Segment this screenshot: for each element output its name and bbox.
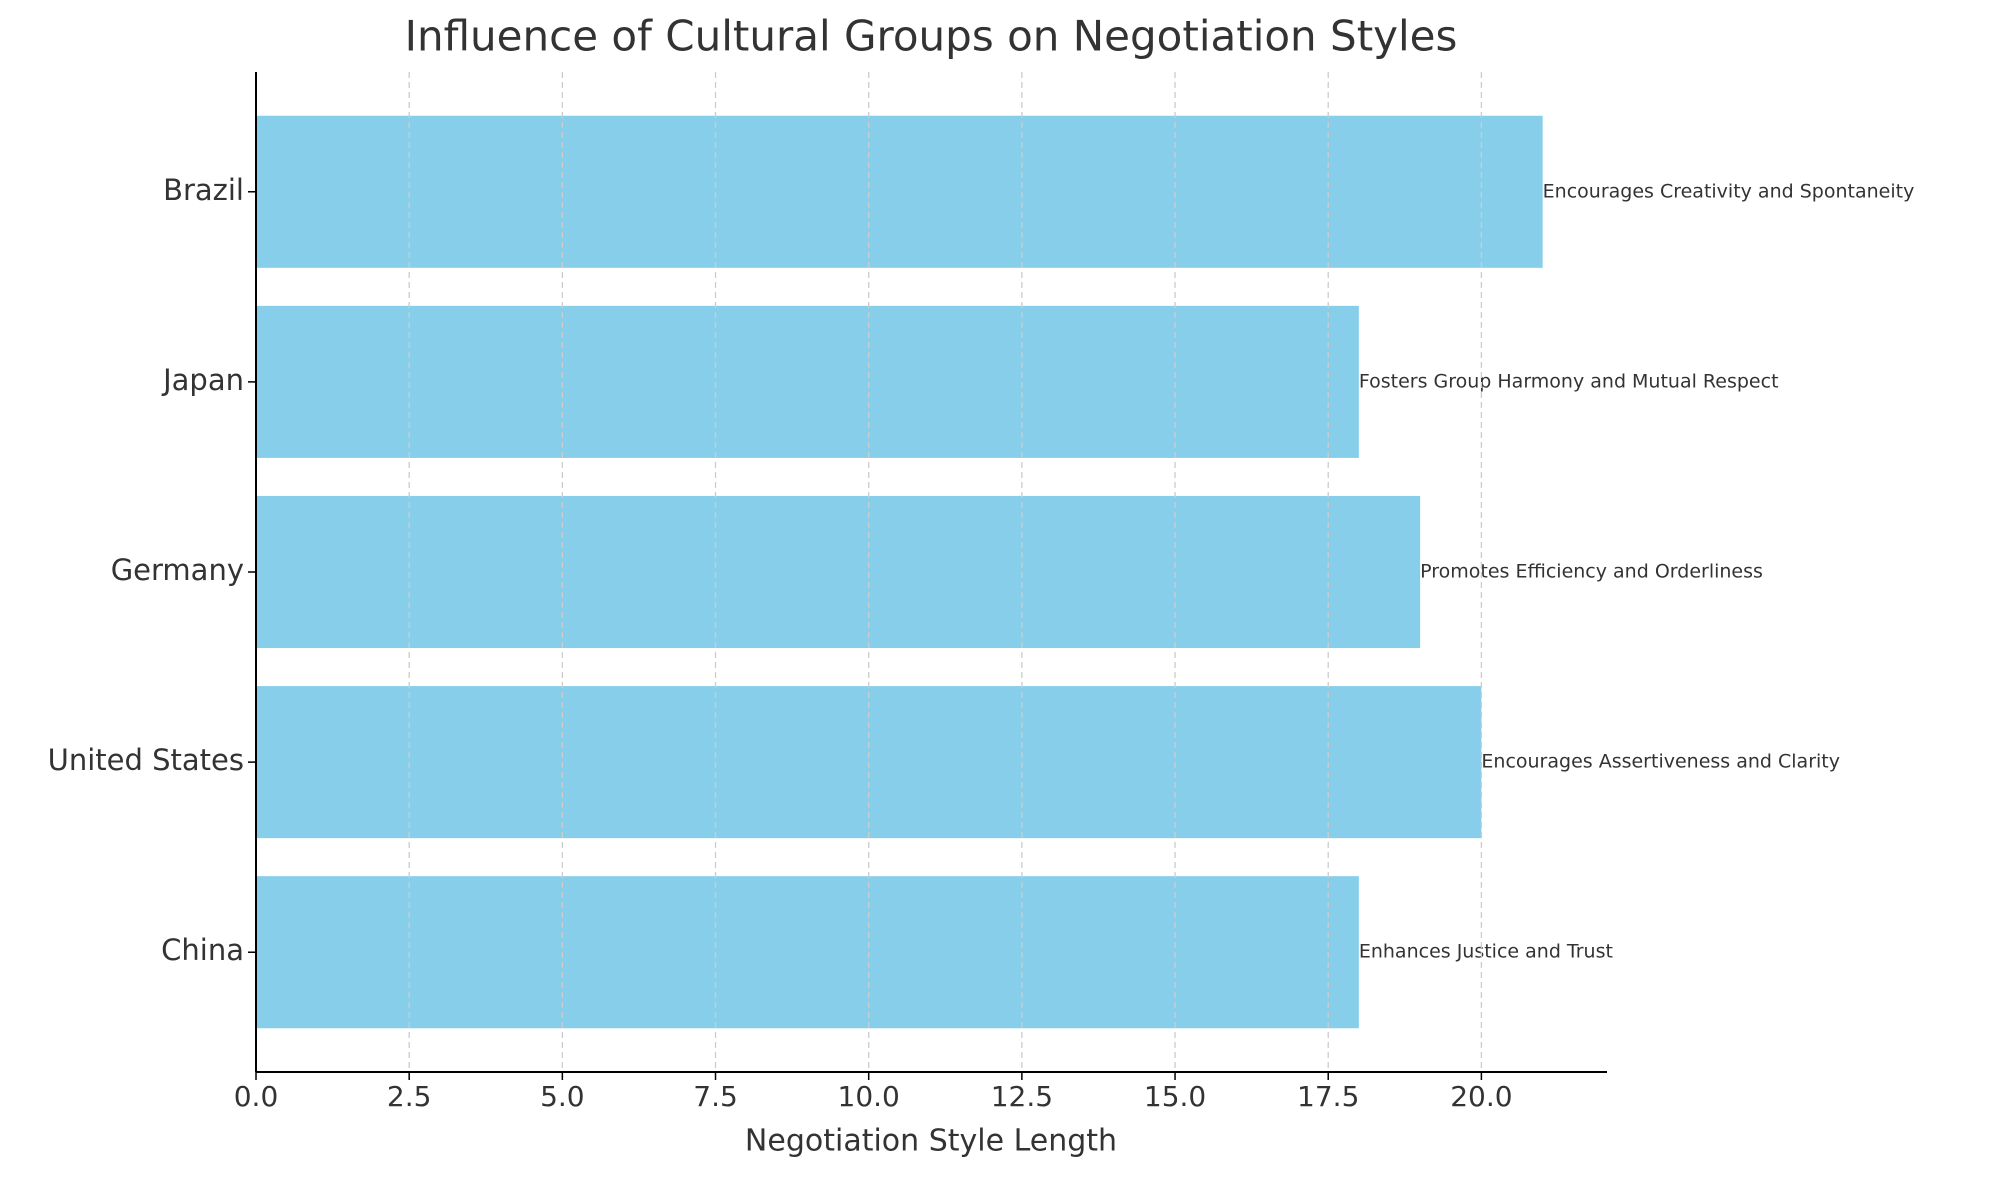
x-tick-label: 7.5 xyxy=(693,1080,738,1113)
y-tick-label: Japan xyxy=(161,363,244,397)
bar-label: Encourages Creativity and Spontaneity xyxy=(1543,180,1915,202)
bar xyxy=(256,115,1543,268)
x-tick-label: 15.0 xyxy=(1144,1080,1206,1113)
x-tick-label: 2.5 xyxy=(387,1080,432,1113)
y-tick-label: China xyxy=(161,933,244,967)
bar xyxy=(256,876,1359,1029)
y-tick-label: Germany xyxy=(111,553,244,587)
x-axis-label: Negotiation Style Length xyxy=(745,1124,1117,1159)
bar-label: Promotes Efficiency and Orderliness xyxy=(1420,561,1763,583)
bar-label: Encourages Assertiveness and Clarity xyxy=(1481,751,1840,773)
x-tick-label: 0.0 xyxy=(234,1080,279,1113)
chart-title: Influence of Cultural Groups on Negotiat… xyxy=(405,12,1458,61)
bar-label: Fosters Group Harmony and Mutual Respect xyxy=(1359,370,1779,392)
x-tick-label: 10.0 xyxy=(838,1080,900,1113)
x-tick-label: 20.0 xyxy=(1450,1080,1512,1113)
y-tick-label: United States xyxy=(48,743,244,777)
x-tick-label: 5.0 xyxy=(540,1080,585,1113)
x-tick-label: 17.5 xyxy=(1297,1080,1359,1113)
bar xyxy=(256,305,1359,458)
bar-label: Enhances Justice and Trust xyxy=(1359,941,1613,963)
bar xyxy=(256,495,1421,649)
x-tick-label: 12.5 xyxy=(991,1080,1053,1113)
y-tick-label: Brazil xyxy=(163,173,244,207)
